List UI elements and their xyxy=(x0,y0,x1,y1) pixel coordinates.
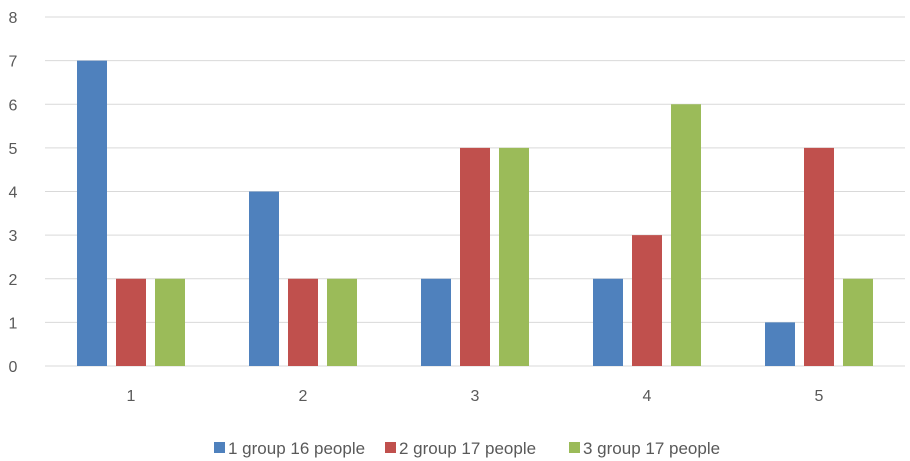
legend-item: 1 group 16 people xyxy=(214,439,365,458)
y-tick-label: 3 xyxy=(9,228,18,245)
bar-series3-cat1 xyxy=(155,278,185,366)
bar-series1-cat3 xyxy=(421,278,451,366)
bar-series2-cat5 xyxy=(804,147,834,366)
legend-item: 2 group 17 people xyxy=(385,439,536,458)
bar-series2-cat3 xyxy=(460,147,490,366)
bar-series2-cat1 xyxy=(116,278,146,366)
legend-swatch xyxy=(385,442,396,453)
legend-label: 2 group 17 people xyxy=(399,439,536,458)
legend: 1 group 16 people 2 group 17 people 3 grou… xyxy=(214,439,720,458)
y-axis-tick-labels: 0 1 2 3 4 5 6 7 8 xyxy=(9,10,18,376)
legend-item: 3 group 17 people xyxy=(569,439,720,458)
bar-series3-cat2 xyxy=(327,278,357,366)
bars xyxy=(77,60,873,366)
bar-series3-cat4 xyxy=(671,104,701,366)
bar-series2-cat4 xyxy=(632,235,662,366)
y-tick-label: 0 xyxy=(9,359,18,376)
x-tick-label: 5 xyxy=(815,388,824,405)
bar-series2-cat2 xyxy=(288,278,318,366)
x-axis-tick-labels: 1 2 3 4 5 xyxy=(127,388,824,405)
x-tick-label: 1 xyxy=(127,388,136,405)
bar-series1-cat1 xyxy=(77,60,107,366)
legend-swatch xyxy=(569,442,580,453)
x-tick-label: 3 xyxy=(471,388,480,405)
y-tick-label: 2 xyxy=(9,272,18,289)
legend-label: 3 group 17 people xyxy=(583,439,720,458)
legend-label: 1 group 16 people xyxy=(228,439,365,458)
y-tick-label: 4 xyxy=(9,185,18,202)
y-tick-label: 5 xyxy=(9,141,18,158)
y-tick-label: 6 xyxy=(9,97,18,114)
legend-swatch xyxy=(214,442,225,453)
y-tick-label: 8 xyxy=(9,10,18,27)
bar-series3-cat3 xyxy=(499,147,529,366)
bar-series3-cat5 xyxy=(843,278,873,366)
bar-series1-cat2 xyxy=(249,191,279,366)
bar-series1-cat5 xyxy=(765,322,795,366)
y-tick-label: 1 xyxy=(9,315,18,332)
bar-series1-cat4 xyxy=(593,278,623,366)
x-tick-label: 4 xyxy=(643,388,652,405)
x-tick-label: 2 xyxy=(299,388,308,405)
y-tick-label: 7 xyxy=(9,54,18,71)
